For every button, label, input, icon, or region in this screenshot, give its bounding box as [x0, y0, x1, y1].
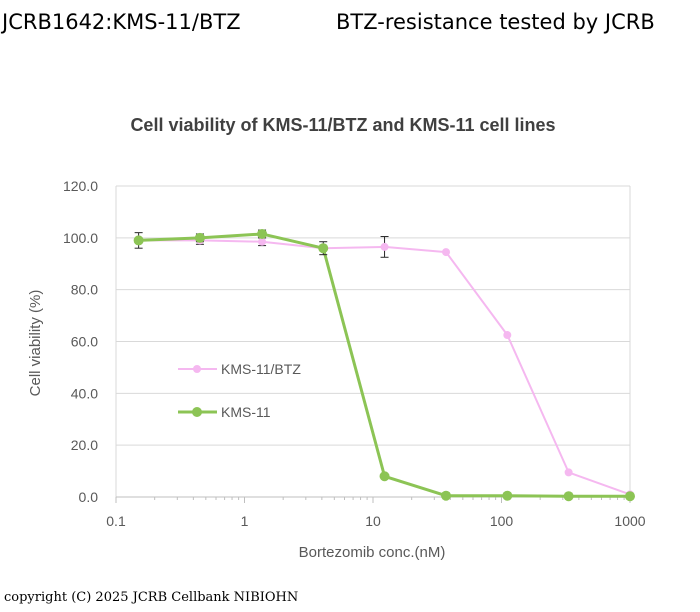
data-point-0-6 — [503, 331, 512, 340]
data-point-0-7 — [564, 468, 573, 477]
data-point-0-4 — [380, 242, 389, 251]
series-0 — [134, 236, 634, 499]
axes: 0.0 20.0 40.0 60.0 80.0 100.0 120.0 0.1 1 10 100 10… — [63, 178, 646, 529]
x-tick-label-4: 1000 — [614, 513, 645, 529]
legend-label-1: KMS-11 — [221, 404, 271, 420]
header-left-text: JCRB1642:KMS-11/BTZ — [2, 10, 241, 34]
legend-marker-0 — [193, 365, 201, 373]
series-layer — [133, 228, 635, 502]
data-point-1-5 — [441, 490, 452, 501]
data-point-1-1 — [194, 232, 205, 243]
series-line-1 — [138, 232, 630, 498]
viability-chart: Cell viability of KMS-11/BTZ and KMS-11 … — [27, 115, 646, 561]
y-tick-label-1: 20.0 — [71, 437, 98, 453]
copyright-footer: copyright (C) 2025 JCRB Cellbank NIBIOHN — [4, 590, 299, 605]
y-tick-label-0: 0.0 — [79, 489, 99, 505]
y-tick-label-4: 80.0 — [71, 282, 98, 298]
data-point-1-7 — [563, 491, 574, 502]
x-tick-label-1: 1 — [241, 513, 249, 529]
y-tick-label-2: 40.0 — [71, 385, 98, 401]
legend: KMS-11/BTZ KMS-11 — [178, 361, 301, 420]
data-point-1-2 — [257, 228, 268, 239]
series-1 — [133, 228, 635, 502]
y-axis-label: Cell viability (%) — [27, 290, 44, 397]
y-tick-label-3: 60.0 — [71, 334, 98, 350]
data-point-0-5 — [442, 248, 451, 257]
data-point-1-3 — [318, 243, 329, 254]
x-tick-label-2: 10 — [365, 513, 381, 529]
data-point-0-2 — [258, 237, 267, 246]
series-line-0 — [138, 239, 631, 496]
data-point-1-4 — [379, 471, 390, 482]
data-point-1-6 — [502, 490, 513, 501]
header-right-text: BTZ-resistance tested by JCRB — [336, 10, 655, 34]
data-point-1-8 — [625, 491, 635, 502]
x-tick-label-0: 0.1 — [106, 513, 126, 529]
x-axis-label: Bortezomib conc.(nM) — [299, 544, 446, 561]
gridlines — [115, 185, 631, 497]
data-point-1-0 — [133, 235, 144, 246]
x-tick-label-3: 100 — [490, 513, 514, 529]
chart-title: Cell viability of KMS-11/BTZ and KMS-11 … — [130, 115, 555, 135]
y-tick-label-5: 100.0 — [63, 230, 98, 246]
y-tick-label-6: 120.0 — [63, 178, 98, 194]
legend-label-0: KMS-11/BTZ — [221, 361, 301, 377]
legend-marker-1 — [192, 407, 202, 417]
